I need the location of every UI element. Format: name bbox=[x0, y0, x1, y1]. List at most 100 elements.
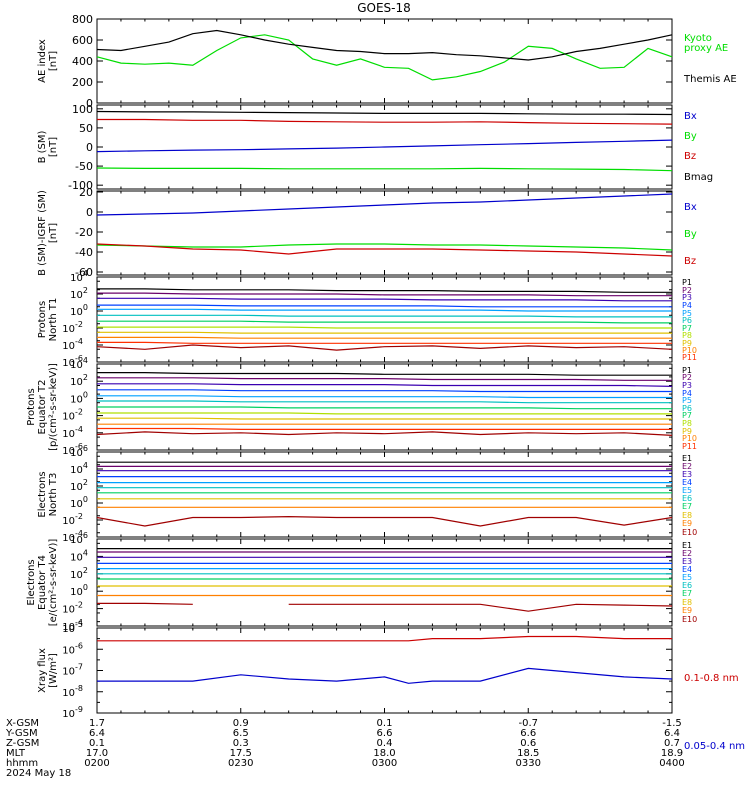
x-row-value: 1.7 bbox=[89, 718, 105, 729]
panel-bsm: -100 -50 0 50 100 B (SM) [nT] Bx By Bz Bmag bbox=[37, 103, 713, 192]
legend-entry: By bbox=[684, 229, 697, 240]
panel-frame bbox=[96, 451, 673, 538]
legend: 0.1-0.8 nm 0.05-0.4 nm bbox=[684, 673, 745, 752]
x-row-value: 6.6 bbox=[377, 728, 393, 739]
y-axis-label-line: [nT] bbox=[48, 223, 59, 243]
x-row-value: 0230 bbox=[228, 758, 253, 769]
legend-entry: E6 bbox=[682, 494, 692, 503]
y-tick-label: 10-6 bbox=[62, 641, 83, 656]
y-axis-label: Xray flux [W/m²] bbox=[37, 648, 59, 693]
panel-bigrf: -60 -40 -20 0 20 B (SM)-IGRF (SM) [nT] Bx By Bz bbox=[37, 186, 697, 279]
y-axis-label-line: AE index bbox=[37, 39, 48, 83]
y-axis-label-line: Electrons bbox=[26, 559, 37, 605]
y-tick-label: 800 bbox=[72, 13, 93, 26]
y-axis-label-line: [e/(cm²-s-sr-keV)] bbox=[48, 539, 59, 627]
y-tick-label: 0 bbox=[86, 141, 93, 154]
series-line-p3 bbox=[97, 297, 672, 302]
series-line-p11 bbox=[97, 427, 672, 430]
series-line-p4 bbox=[97, 304, 672, 308]
y-tick-label: 0 bbox=[86, 206, 93, 219]
x-row-value: 0.1 bbox=[377, 718, 393, 729]
y-axis-label-line: Xray flux bbox=[37, 648, 48, 693]
legend-entry: E9 bbox=[682, 519, 692, 528]
legend-entry: E1 bbox=[682, 454, 692, 463]
y-tick-label: 0 bbox=[86, 97, 93, 110]
series-line-p2 bbox=[97, 377, 672, 381]
legend-entry: P4 bbox=[682, 389, 692, 398]
legend-entry: E8 bbox=[682, 511, 692, 520]
y-axis-label-line: Protons bbox=[37, 301, 48, 338]
series-line-bz bbox=[96, 243, 673, 257]
legend-entry: P1 bbox=[682, 366, 692, 375]
legend-entry: E3 bbox=[682, 557, 692, 566]
series-line bbox=[96, 344, 673, 351]
y-axis-label-line: Equator T4 bbox=[37, 555, 48, 610]
legend-entry: P11 bbox=[682, 353, 697, 362]
series-line-p5 bbox=[97, 395, 672, 399]
y-axis-label-line: Electrons bbox=[37, 471, 48, 517]
x-row-value: 0400 bbox=[659, 758, 684, 769]
y-axis-label-line: Equator T2 bbox=[37, 380, 48, 435]
y-tick-label: 102 bbox=[70, 566, 88, 581]
chart-title: GOES-18 bbox=[357, 1, 411, 15]
x-row-value: 0200 bbox=[84, 758, 109, 769]
panel-frame bbox=[96, 18, 673, 104]
y-tick-label: 10-8 bbox=[62, 684, 83, 699]
legend-entry: E7 bbox=[682, 589, 692, 598]
x-row-value: 0.3 bbox=[233, 738, 249, 749]
x-row-value: 6.5 bbox=[233, 728, 249, 739]
series-line-p2 bbox=[97, 292, 672, 297]
series-line-p7 bbox=[97, 320, 672, 324]
y-tick-label: 100 bbox=[72, 103, 93, 116]
x-row-value: 0.9 bbox=[233, 718, 249, 729]
legend-entry: Bz bbox=[684, 256, 696, 267]
series-line-p6 bbox=[97, 314, 672, 318]
series-line-p8 bbox=[97, 326, 672, 329]
legend-entry: P3 bbox=[682, 381, 692, 390]
series-line-p1 bbox=[97, 372, 672, 376]
legend-entry: P9 bbox=[682, 427, 692, 436]
y-tick-label: 100 bbox=[70, 583, 88, 598]
legend-entry: Bz bbox=[684, 151, 696, 162]
series-line-p9 bbox=[97, 331, 672, 334]
y-axis-label: Protons Equator T2 [p/(cm²-s-sr-keV)] bbox=[26, 363, 59, 451]
legend-entry: P6 bbox=[682, 404, 692, 413]
series-line-bmag bbox=[96, 110, 673, 116]
y-axis-label-line: [p/(cm²-s-sr-keV)] bbox=[48, 363, 59, 451]
y-tick-label: 10-9 bbox=[62, 705, 83, 720]
y-tick-label: 102 bbox=[70, 286, 88, 301]
series-line-p11 bbox=[97, 341, 672, 344]
x-row-value: -1.5 bbox=[662, 718, 682, 729]
legend-entry: E4 bbox=[682, 565, 692, 574]
x-row-value: 18.0 bbox=[373, 748, 395, 759]
y-axis-label-line: North T3 bbox=[48, 473, 59, 517]
y-tick-label: 104 bbox=[70, 548, 88, 563]
y-axis-label: Electrons North T3 bbox=[37, 471, 59, 517]
y-tick-label: 20 bbox=[79, 186, 93, 199]
series-line-p4 bbox=[97, 389, 672, 393]
y-axis-label: B (SM) [nT] bbox=[37, 130, 59, 163]
legend-entry: Kyoto bbox=[684, 33, 712, 44]
y-axis-label-line: [nT] bbox=[48, 137, 59, 157]
series-line-p3 bbox=[97, 383, 673, 387]
legend-entry: P10 bbox=[682, 434, 697, 443]
x-row-value: 6.6 bbox=[520, 728, 536, 739]
x-row-value: 0.6 bbox=[520, 738, 536, 749]
y-tick-label: 100 bbox=[70, 303, 88, 318]
legend-entry: 0.1-0.8 nm bbox=[684, 673, 739, 684]
y-axis-label: Electrons Equator T4 [e/(cm²-s-sr-keV)] bbox=[26, 539, 59, 627]
y-axis-label: B (SM)-IGRF (SM) [nT] bbox=[37, 190, 59, 276]
legend-entry: P4 bbox=[682, 301, 692, 310]
series-line-by bbox=[96, 167, 673, 172]
y-tick-label: 100 bbox=[70, 495, 88, 510]
y-axis-label-line: B (SM)-IGRF (SM) bbox=[37, 190, 48, 276]
legend-entry: 0.05-0.4 nm bbox=[684, 741, 745, 752]
legend-entry: E8 bbox=[682, 598, 692, 607]
y-axis-label-line: [W/m²] bbox=[48, 653, 59, 688]
